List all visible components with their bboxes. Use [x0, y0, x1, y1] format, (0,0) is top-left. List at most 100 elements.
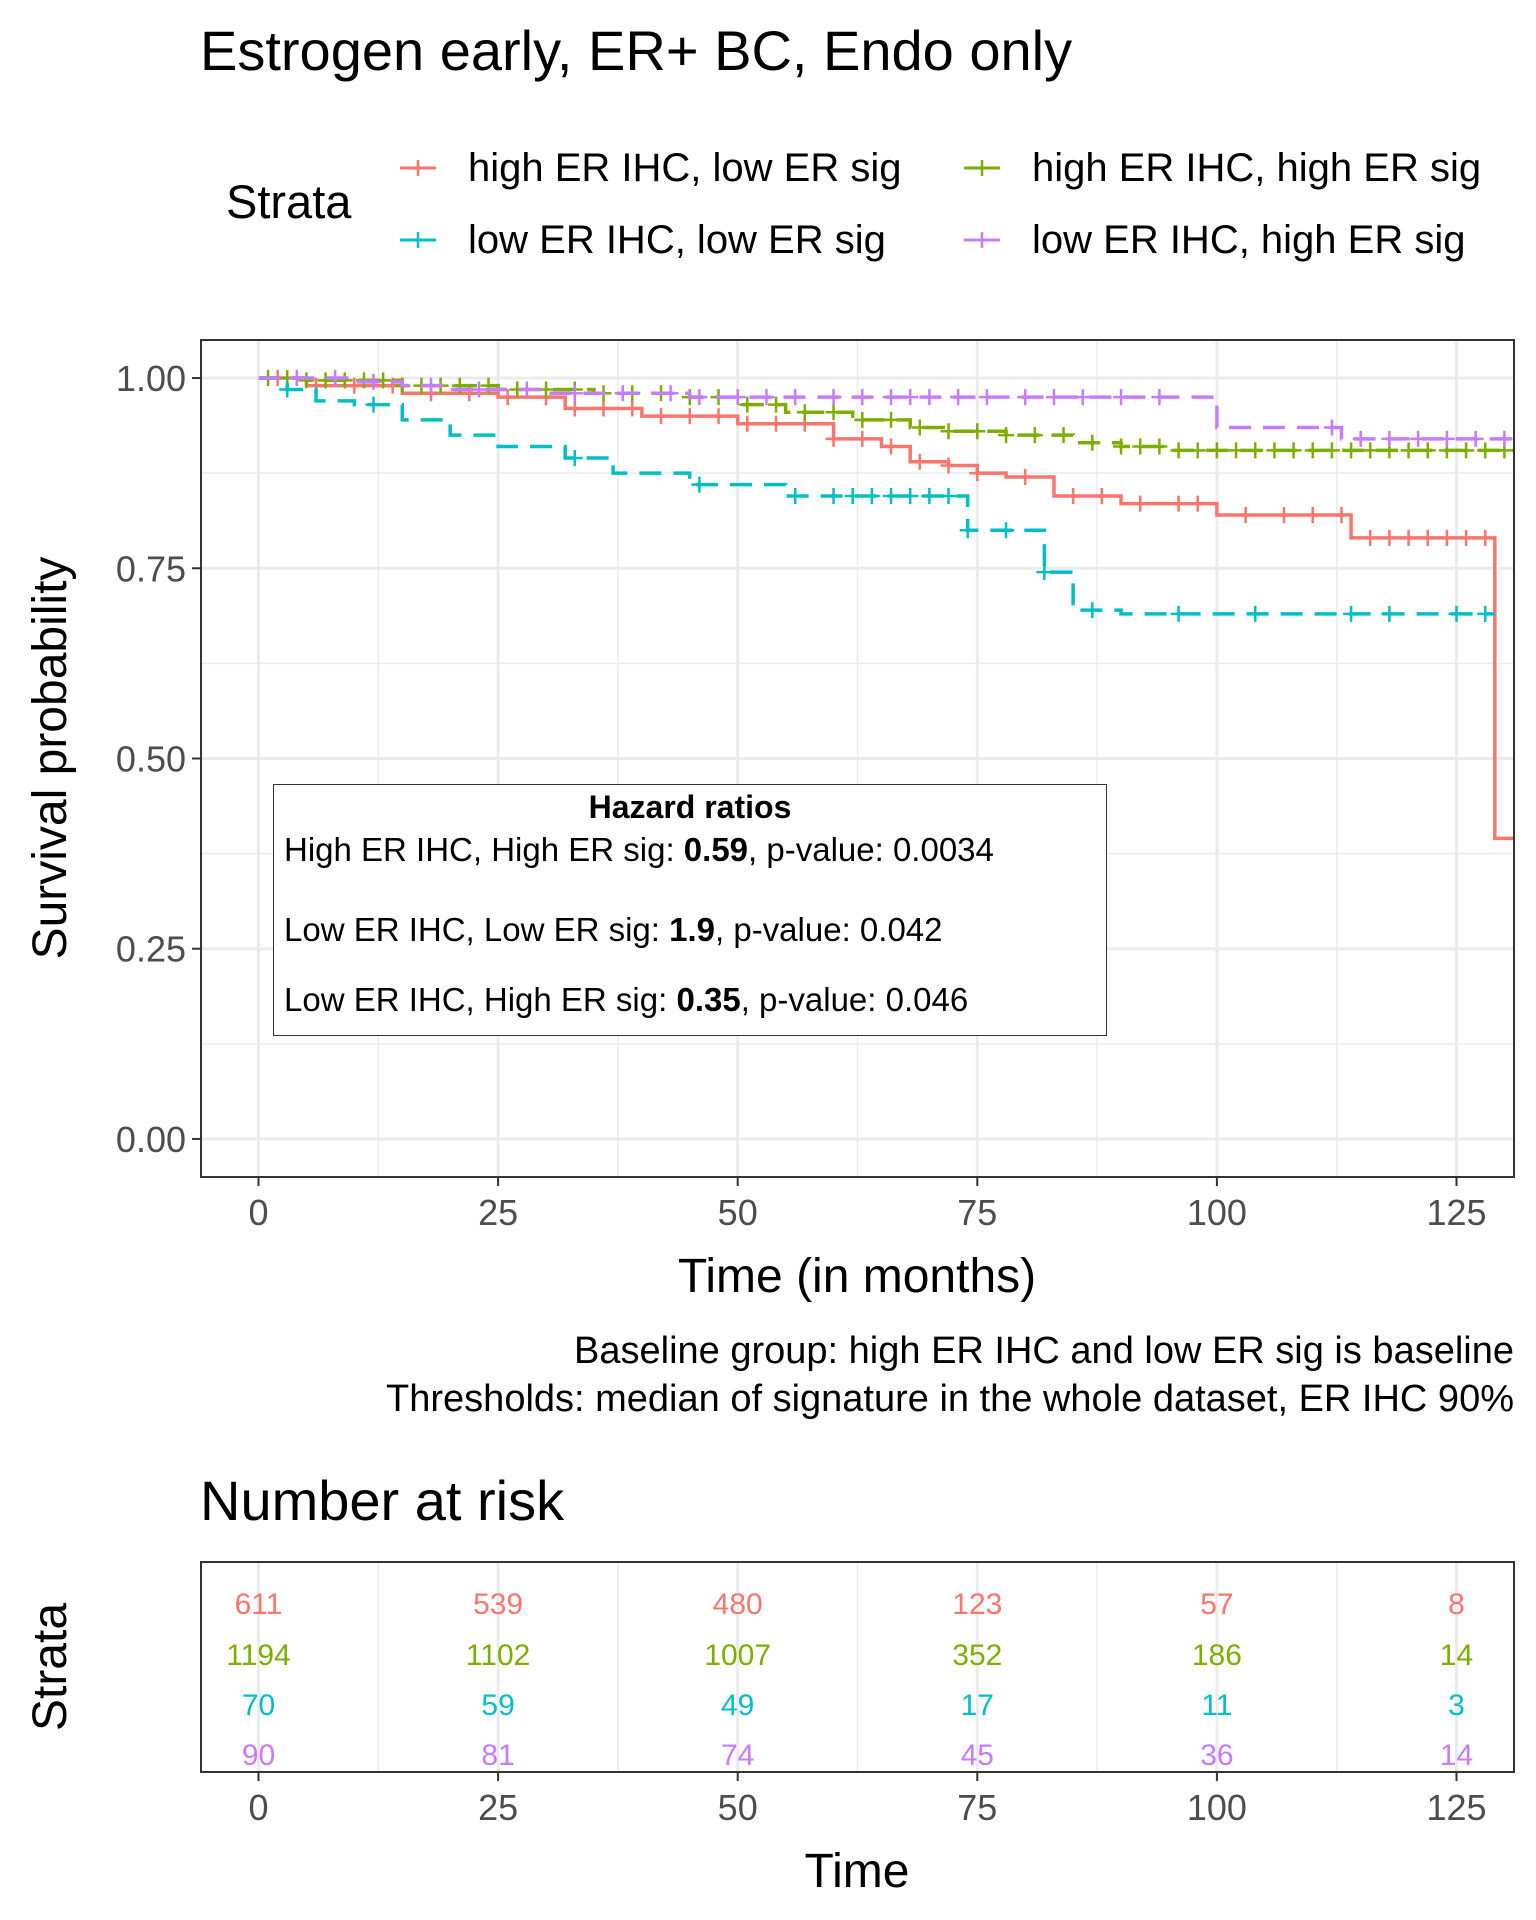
- survival-curve: [258, 376, 1514, 441]
- legend-key-mark: [410, 232, 426, 248]
- censor-mark: [1151, 389, 1168, 406]
- legend-label: high ER IHC, low ER sig: [468, 146, 901, 190]
- censor-mark: [1343, 605, 1360, 622]
- risk-x-axis: 0 25 50 75 100 125: [248, 1772, 1487, 1828]
- y-tick-label: 1.00: [116, 358, 186, 399]
- censor-mark: [1084, 434, 1101, 451]
- risk-cell: 352: [952, 1639, 1002, 1672]
- censor-mark: [1113, 389, 1130, 406]
- censor-mark: [1151, 438, 1168, 455]
- survival-plot: 0 25 50 75 100 125 0.00 0.25 0.50 0.75 1.00 Time …: [24, 339, 1515, 1303]
- risk-x-tick-label: 50: [718, 1787, 758, 1828]
- legend-key-mark: [974, 232, 990, 248]
- censor-mark: [624, 400, 641, 417]
- legend-item: high ER IHC, high ER sig: [964, 146, 1481, 190]
- censor-mark: [1304, 507, 1321, 524]
- censor-mark: [1247, 605, 1264, 622]
- x-tick-label: 25: [478, 1192, 518, 1233]
- legend-label: high ER IHC, high ER sig: [1032, 146, 1481, 190]
- censor-mark: [854, 430, 871, 447]
- censor-mark: [768, 415, 785, 432]
- censor-mark: [1419, 529, 1436, 546]
- risk-x-tick-label: 125: [1426, 1787, 1486, 1828]
- censor-mark: [1381, 430, 1398, 447]
- risk-cell: 59: [481, 1689, 514, 1722]
- censor-mark: [614, 385, 631, 402]
- censor-mark: [1189, 442, 1206, 459]
- censor-mark: [883, 411, 900, 428]
- censor-mark: [1026, 427, 1043, 444]
- risk-x-tick-label: 75: [957, 1787, 997, 1828]
- censor-mark: [1093, 487, 1110, 504]
- risk-cell: 36: [1200, 1739, 1233, 1772]
- hazard-ratios-box: Hazard ratios High ER IHC, High ER sig: …: [273, 784, 1107, 1036]
- censor-mark: [1438, 529, 1455, 546]
- censor-mark: [566, 449, 583, 466]
- censor-mark: [1084, 602, 1101, 619]
- censor-mark: [566, 400, 583, 417]
- censor-mark: [1113, 438, 1130, 455]
- censor-mark: [1285, 442, 1302, 459]
- censor-mark: [1266, 442, 1283, 459]
- risk-cell: 186: [1192, 1639, 1242, 1672]
- x-tick-label: 125: [1426, 1192, 1486, 1233]
- censor-mark: [1496, 430, 1513, 447]
- censor-mark: [1381, 529, 1398, 546]
- grid: [201, 340, 1514, 1177]
- censor-mark: [1352, 430, 1369, 447]
- y-axis: 0.00 0.25 0.50 0.75 1.00: [116, 358, 201, 1160]
- risk-table-title: Number at risk: [200, 1469, 565, 1532]
- legend-key-mark: [410, 160, 426, 176]
- risk-grid: [201, 1562, 1514, 1772]
- censor-mark: [1467, 430, 1484, 447]
- risk-cell: 90: [242, 1739, 275, 1772]
- censor-mark: [681, 408, 698, 425]
- censor-mark: [768, 396, 785, 413]
- hazard-row-value: 0.59: [683, 831, 749, 868]
- censor-mark: [346, 377, 363, 394]
- censor-mark: [1208, 442, 1225, 459]
- censor-mark: [691, 476, 708, 493]
- legend-item: low ER IHC, high ER sig: [964, 218, 1465, 262]
- x-axis-label: Time (in months): [678, 1250, 1036, 1303]
- x-tick-label: 75: [957, 1192, 997, 1233]
- censor-mark: [1132, 495, 1149, 512]
- censor-mark: [1189, 495, 1206, 512]
- risk-x-tick-label: 0: [248, 1787, 268, 1828]
- hazard-row-pvalue: 0.042: [859, 911, 943, 948]
- hazard-row-label: High ER IHC, High ER sig:: [284, 831, 684, 868]
- censor-mark: [470, 381, 487, 398]
- censor-mark: [854, 411, 871, 428]
- hazard-row: Low ER IHC, Low ER sig: 1.9, p-value: 0.…: [284, 911, 943, 949]
- censor-mark: [1458, 529, 1475, 546]
- censor-mark: [327, 370, 344, 387]
- censor-mark: [1065, 487, 1082, 504]
- censor-mark: [998, 522, 1015, 539]
- risk-x-tick-label: 25: [478, 1787, 518, 1828]
- risk-cell: 8: [1448, 1588, 1465, 1621]
- censor-mark: [288, 370, 305, 387]
- censor-mark: [336, 372, 353, 389]
- risk-x-axis-label: Time: [805, 1845, 910, 1898]
- y-tick-label: 0.50: [116, 739, 186, 780]
- risk-cell: 611: [235, 1588, 283, 1621]
- risk-cell: 3: [1448, 1689, 1465, 1722]
- legend-title: Strata: [226, 175, 352, 228]
- x-tick-label: 50: [718, 1192, 758, 1233]
- censor-mark: [825, 389, 842, 406]
- risk-cell: 1007: [704, 1639, 771, 1672]
- censor-mark: [499, 389, 516, 406]
- censor-mark: [1170, 495, 1187, 512]
- censor-mark: [739, 415, 756, 432]
- censor-mark: [1170, 442, 1187, 459]
- legend: Strata high ER IHC, low ER sig high ER IH…: [226, 146, 1481, 262]
- survival-curve: [258, 376, 1495, 616]
- censor-mark: [1055, 427, 1072, 444]
- censor-mark: [998, 427, 1015, 444]
- censor-mark: [729, 389, 746, 406]
- risk-cell: 70: [242, 1689, 275, 1722]
- x-tick-label: 100: [1187, 1192, 1247, 1233]
- censor-mark: [1228, 442, 1245, 459]
- censor-mark: [1304, 442, 1321, 459]
- risk-cell: 11: [1201, 1689, 1232, 1722]
